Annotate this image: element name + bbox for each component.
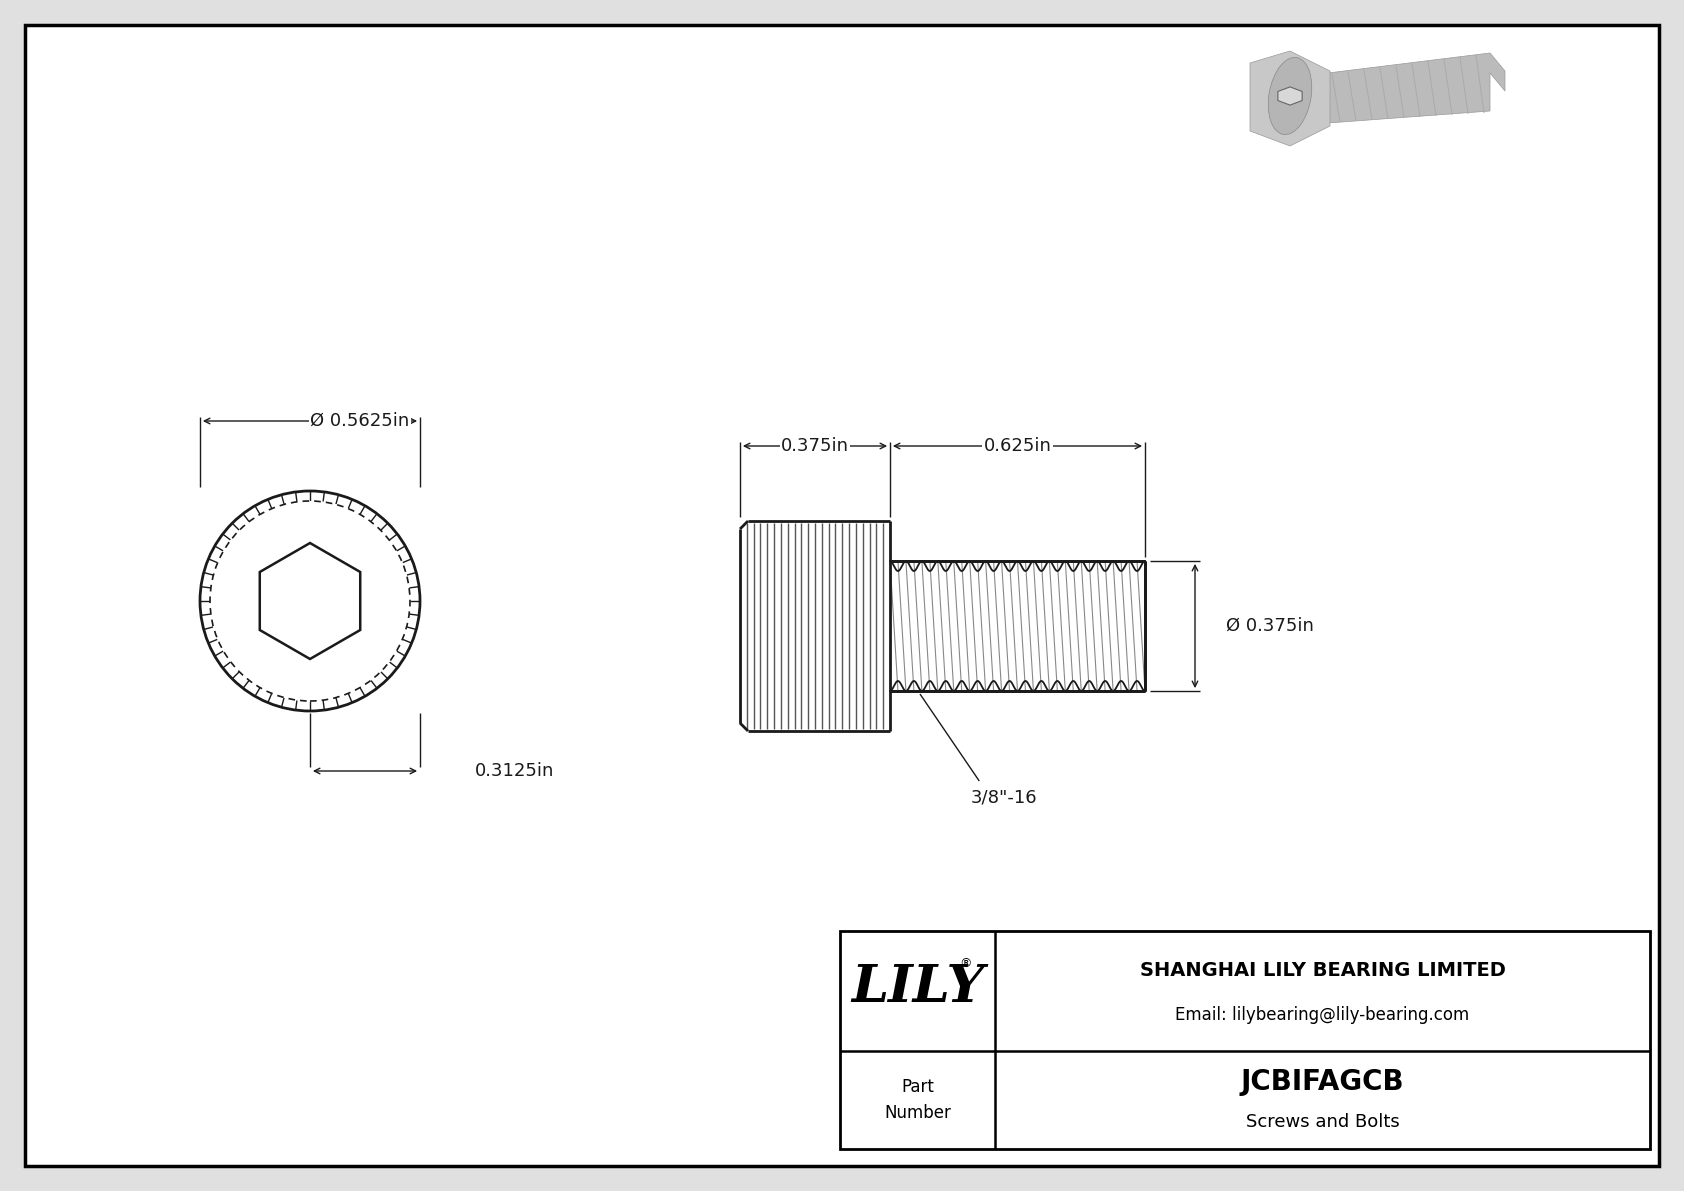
Text: Ø 0.5625in: Ø 0.5625in	[310, 412, 409, 430]
Ellipse shape	[1268, 57, 1312, 135]
Polygon shape	[1250, 51, 1330, 146]
Circle shape	[200, 491, 419, 711]
Bar	[840, 931, 1650, 1149]
Text: 0.375in: 0.375in	[781, 437, 849, 455]
Polygon shape	[1278, 87, 1302, 105]
Text: Part
Number: Part Number	[884, 1079, 951, 1122]
Text: LILY: LILY	[850, 961, 983, 1012]
Text: SHANGHAI LILY BEARING LIMITED: SHANGHAI LILY BEARING LIMITED	[1140, 961, 1505, 980]
Text: Screws and Bolts: Screws and Bolts	[1246, 1112, 1399, 1130]
Polygon shape	[1329, 54, 1505, 123]
Text: Email: lilybearing@lily-bearing.com: Email: lilybearing@lily-bearing.com	[1175, 1006, 1470, 1024]
Text: 3/8"-16: 3/8"-16	[972, 788, 1037, 807]
Text: ®: ®	[960, 958, 972, 971]
Text: 0.625in: 0.625in	[983, 437, 1051, 455]
Text: JCBIFAGCB: JCBIFAGCB	[1241, 1068, 1404, 1097]
Polygon shape	[259, 543, 360, 659]
Circle shape	[210, 501, 409, 701]
Text: 0.3125in: 0.3125in	[475, 762, 554, 780]
Text: Ø 0.375in: Ø 0.375in	[1226, 617, 1314, 635]
